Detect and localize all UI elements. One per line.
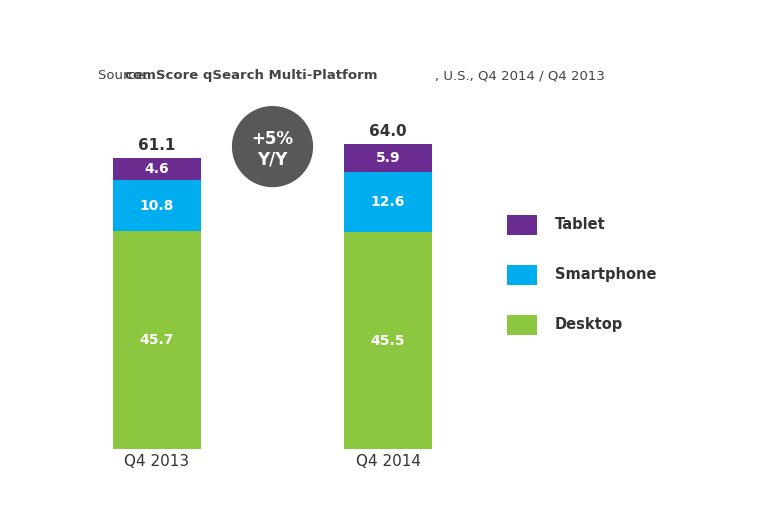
Text: +5%: +5% (251, 130, 294, 148)
Text: 45.7: 45.7 (140, 333, 174, 347)
Text: Tablet: Tablet (555, 217, 606, 232)
Bar (344, 172, 432, 232)
Text: 5.9: 5.9 (375, 152, 400, 165)
Bar (344, 144, 432, 172)
Bar (113, 158, 201, 180)
Bar (113, 180, 201, 231)
Text: 12.6: 12.6 (371, 195, 405, 210)
Text: 10.8: 10.8 (140, 199, 174, 213)
Bar (344, 232, 432, 449)
Text: , U.S., Q4 2014 / Q4 2013: , U.S., Q4 2014 / Q4 2013 (435, 69, 605, 82)
Text: 45.5: 45.5 (371, 334, 405, 348)
Bar (507, 315, 537, 334)
Bar (507, 215, 537, 234)
Ellipse shape (232, 106, 313, 187)
Text: Total Multi-Platform Web Searches* (Billions) by Platform: Total Multi-Platform Web Searches* (Bill… (88, 20, 669, 38)
Text: Y/Y: Y/Y (257, 151, 288, 169)
Text: 64.0: 64.0 (369, 124, 407, 139)
Text: 61.1: 61.1 (139, 138, 176, 154)
Text: Source:: Source: (98, 69, 153, 82)
Text: Smartphone: Smartphone (555, 267, 656, 282)
Text: comScore qSearch Multi-Platform: comScore qSearch Multi-Platform (125, 69, 378, 82)
Bar (507, 265, 537, 285)
Text: 4.6: 4.6 (145, 162, 170, 176)
Bar (113, 231, 201, 449)
Text: Desktop: Desktop (555, 317, 623, 332)
